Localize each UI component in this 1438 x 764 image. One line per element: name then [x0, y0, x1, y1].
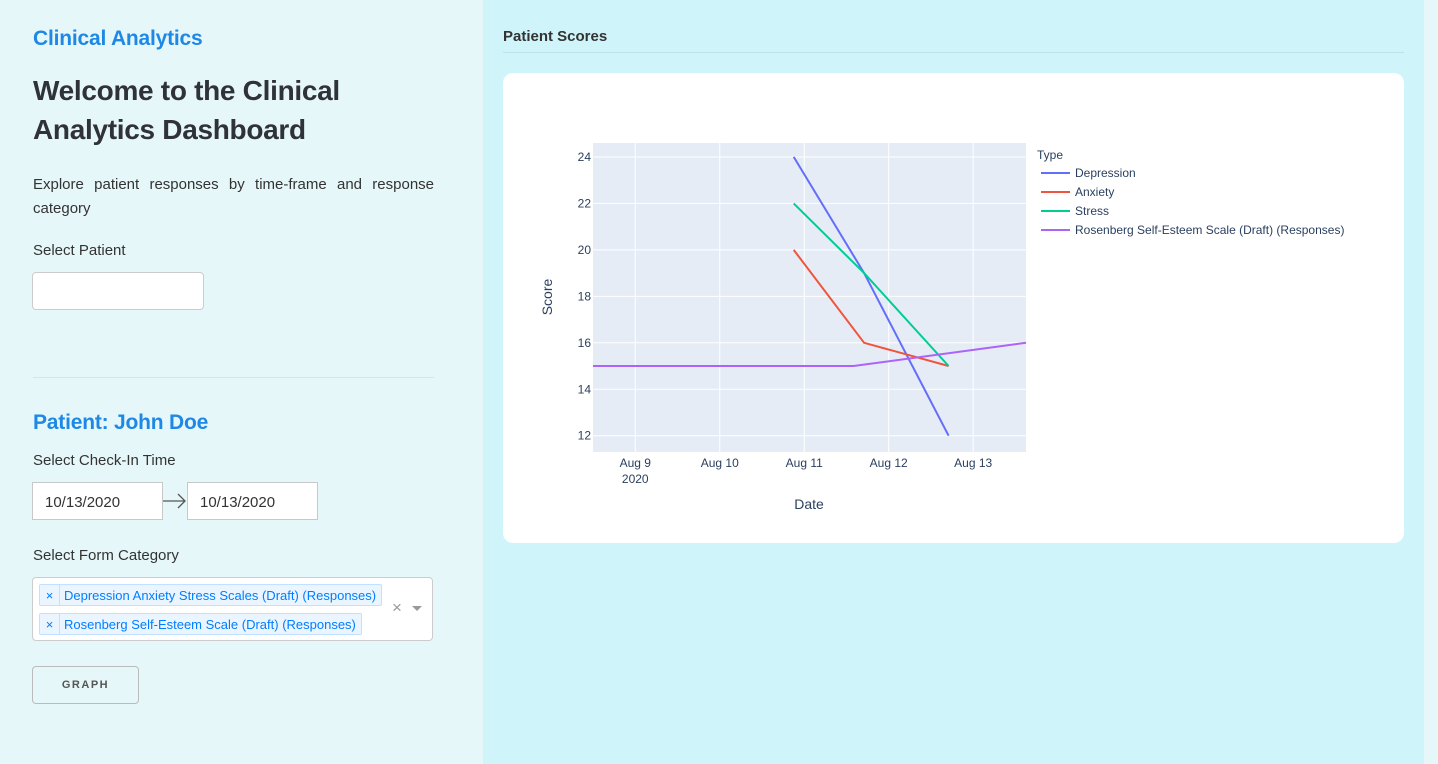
series-line[interactable] [593, 341, 1027, 367]
legend-item-label[interactable]: Depression [1075, 166, 1136, 180]
category-chip: × Depression Anxiety Stress Scales (Draf… [39, 584, 383, 606]
remove-chip-icon[interactable]: × [40, 585, 60, 605]
welcome-heading: Welcome to the Clinical Analytics Dashbo… [33, 75, 340, 145]
chevron-down-icon[interactable] [412, 606, 422, 611]
y-tick-label: 24 [578, 150, 592, 164]
y-tick-label: 14 [578, 382, 592, 396]
legend-title: Type [1037, 148, 1063, 162]
x-axis-title: Date [794, 496, 824, 512]
brand-title: Clinical Analytics [33, 27, 203, 50]
scrollbar-track[interactable] [1424, 0, 1438, 764]
y-tick-label: 18 [578, 289, 592, 303]
x-tick-label: Aug 13 [954, 456, 992, 470]
graph-button[interactable]: GRAPH [32, 666, 139, 704]
legend-item-label[interactable]: Stress [1075, 204, 1109, 218]
sidebar: Clinical Analytics Welcome to the Clinic… [0, 0, 483, 764]
y-tick-label: 16 [578, 336, 592, 350]
chart-legend: Type Depression Anxiety Stress Rosenberg Se… [1037, 148, 1344, 237]
select-patient-label: Select Patient [33, 242, 126, 259]
y-tick-label: 12 [578, 429, 592, 443]
legend-item-label[interactable]: Rosenberg Self-Esteem Scale (Draft) (Res… [1075, 223, 1344, 237]
series-line[interactable] [792, 202, 950, 367]
chip-label: Rosenberg Self-Esteem Scale (Draft) (Res… [64, 617, 356, 632]
series-line[interactable] [792, 249, 949, 367]
section-divider [503, 52, 1404, 53]
x-tick-label: Aug 9 [620, 456, 652, 470]
main-panel: Patient Scores Aug 9 2020 Aug 10 Aug 11 Aug … [483, 0, 1424, 764]
divider [33, 377, 434, 378]
x-tick-label: Aug 12 [870, 456, 908, 470]
chart-card: Aug 9 2020 Aug 10 Aug 11 Aug 12 Aug 13 12 14 16… [503, 73, 1404, 543]
x-tick-label: Aug 10 [701, 456, 739, 470]
intro-text: Explore patient responses by time-frame … [33, 176, 434, 217]
legend-item-label[interactable]: Anxiety [1075, 185, 1114, 199]
end-date-input[interactable]: 10/13/2020 [187, 482, 318, 520]
arrow-right-icon [163, 493, 186, 509]
chip-label: Depression Anxiety Stress Scales (Draft)… [64, 588, 377, 603]
y-tick-label: 20 [578, 243, 592, 257]
form-category-multiselect[interactable]: × Depression Anxiety Stress Scales (Draf… [32, 577, 433, 641]
patient-heading: Patient: John Doe [33, 411, 209, 434]
y-axis-title: Score [539, 279, 555, 316]
checkin-time-label: Select Check-In Time [33, 452, 176, 469]
plot-area [593, 143, 1026, 452]
x-tick-label: 2020 [622, 472, 649, 486]
start-date-input[interactable]: 10/13/2020 [32, 482, 163, 520]
patient-scores-chart[interactable]: Aug 9 2020 Aug 10 Aug 11 Aug 12 Aug 13 12 14 16… [503, 73, 1404, 543]
form-category-label: Select Form Category [33, 547, 179, 564]
section-title: Patient Scores [503, 28, 608, 45]
x-tick-label: Aug 11 [786, 456, 823, 470]
category-chip: × Rosenberg Self-Esteem Scale (Draft) (R… [39, 613, 362, 635]
patient-select-input[interactable] [32, 272, 204, 310]
remove-chip-icon[interactable]: × [40, 614, 60, 634]
y-tick-label: 22 [578, 196, 592, 210]
clear-all-icon[interactable]: × [392, 598, 402, 617]
